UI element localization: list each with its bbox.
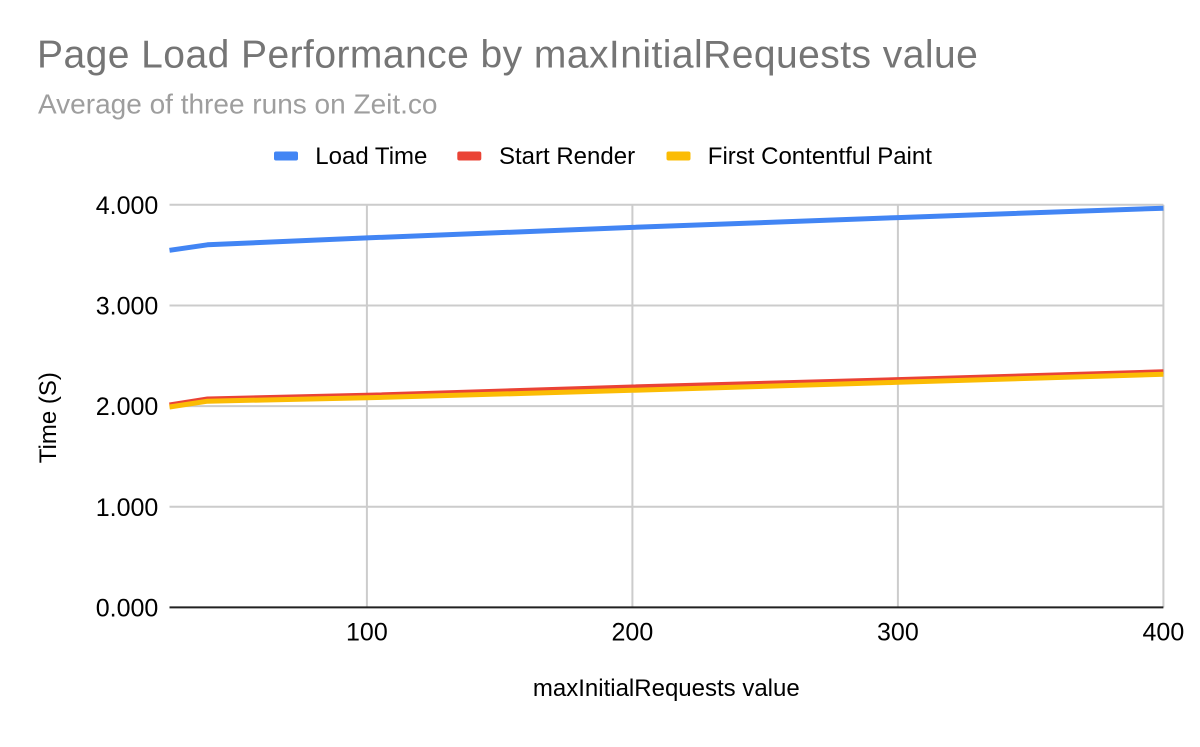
svg-text:3.000: 3.000 <box>96 293 159 321</box>
svg-text:100: 100 <box>346 618 388 646</box>
svg-text:Start Render: Start Render <box>499 143 635 170</box>
svg-text:First Contentful Paint: First Contentful Paint <box>708 143 932 170</box>
svg-text:1.000: 1.000 <box>96 494 159 522</box>
svg-text:Load Time: Load Time <box>315 143 427 170</box>
svg-text:200: 200 <box>612 618 654 646</box>
svg-text:Time (S): Time (S) <box>35 372 62 463</box>
svg-text:0.000: 0.000 <box>96 595 159 623</box>
svg-text:400: 400 <box>1143 618 1185 646</box>
svg-text:Average of three runs on Zeit.: Average of three runs on Zeit.co <box>38 89 438 120</box>
svg-text:maxInitialRequests value: maxInitialRequests value <box>533 675 800 702</box>
svg-text:Page Load Performance by maxIn: Page Load Performance by maxInitialReque… <box>37 34 978 77</box>
svg-text:2.000: 2.000 <box>96 393 159 421</box>
svg-text:4.000: 4.000 <box>96 192 159 220</box>
svg-text:300: 300 <box>877 618 919 646</box>
